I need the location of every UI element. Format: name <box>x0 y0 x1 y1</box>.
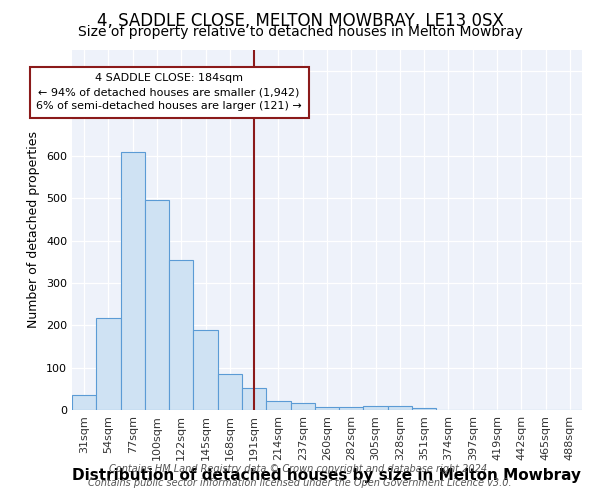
Bar <box>412 408 436 410</box>
Bar <box>290 403 315 410</box>
Bar <box>193 330 218 410</box>
Bar <box>388 406 412 410</box>
Bar <box>72 395 96 410</box>
Bar <box>242 388 266 410</box>
Bar <box>266 400 290 410</box>
Bar <box>315 406 339 410</box>
Bar <box>339 408 364 410</box>
Bar <box>96 318 121 410</box>
Bar <box>364 406 388 410</box>
Text: 4, SADDLE CLOSE, MELTON MOWBRAY, LE13 0SX: 4, SADDLE CLOSE, MELTON MOWBRAY, LE13 0S… <box>97 12 503 30</box>
Bar <box>145 200 169 410</box>
Y-axis label: Number of detached properties: Number of detached properties <box>28 132 40 328</box>
Bar <box>218 374 242 410</box>
Bar <box>169 260 193 410</box>
Bar <box>121 152 145 410</box>
Text: 4 SADDLE CLOSE: 184sqm
← 94% of detached houses are smaller (1,942)
6% of semi-d: 4 SADDLE CLOSE: 184sqm ← 94% of detached… <box>36 74 302 112</box>
X-axis label: Distribution of detached houses by size in Melton Mowbray: Distribution of detached houses by size … <box>73 468 581 483</box>
Text: Contains HM Land Registry data © Crown copyright and database right 2024.
Contai: Contains HM Land Registry data © Crown c… <box>88 464 512 487</box>
Text: Size of property relative to detached houses in Melton Mowbray: Size of property relative to detached ho… <box>77 25 523 39</box>
